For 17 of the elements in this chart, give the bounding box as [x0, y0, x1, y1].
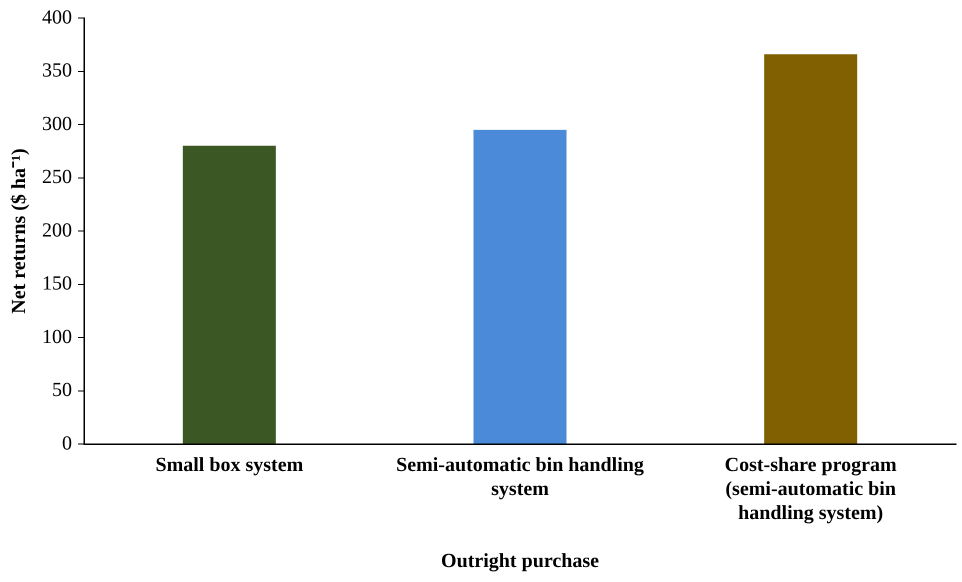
x-axis-title: Outright purchase	[441, 550, 600, 572]
x-tick-label: Cost-share program (semi-automatic bin handling system)	[724, 454, 898, 524]
y-tick-label: 50	[52, 379, 72, 401]
y-tick-label: 0	[62, 432, 72, 454]
y-axis-title: Net returns ($ ha⁻¹)	[8, 148, 30, 314]
x-tick-label: Semi-automatic bin handling system	[396, 454, 644, 500]
bar	[473, 130, 567, 444]
y-tick-label: 350	[42, 60, 72, 82]
y-tick-label: 300	[42, 112, 72, 135]
y-tick-label: 200	[42, 219, 72, 242]
y-tick-label: 250	[42, 166, 72, 188]
y-tick-label: 400	[42, 6, 72, 28]
bar	[764, 54, 858, 444]
bar	[182, 146, 276, 444]
y-tick-label: 150	[42, 272, 72, 294]
x-tick-label: Small box system	[155, 454, 304, 476]
y-tick-label: 100	[42, 326, 72, 348]
